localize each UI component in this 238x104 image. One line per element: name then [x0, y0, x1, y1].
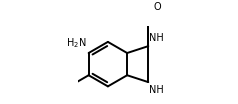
Text: NH: NH: [149, 33, 164, 43]
Text: $\mathregular{H_2N}$: $\mathregular{H_2N}$: [66, 36, 87, 50]
Text: NH: NH: [149, 85, 164, 95]
Text: O: O: [154, 2, 162, 12]
